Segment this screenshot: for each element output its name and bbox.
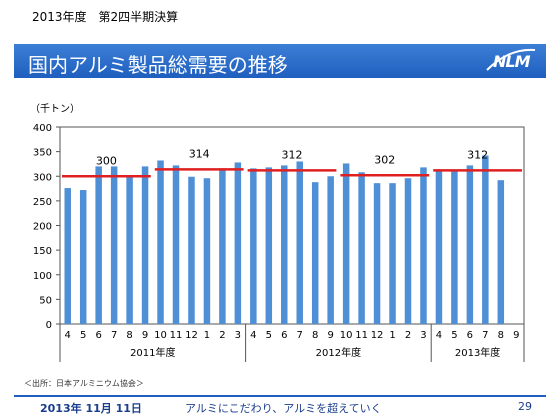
x-tick-label: 8	[312, 330, 318, 341]
x-tick-label: 12	[185, 330, 198, 341]
x-tick-label: 10	[340, 330, 353, 341]
average-label: 312	[467, 148, 488, 161]
x-tick-label: 9	[142, 330, 148, 341]
footer-divider	[14, 395, 546, 397]
x-tick-label: 7	[297, 330, 303, 341]
x-tick-label: 1	[389, 330, 395, 341]
logo-swoosh-icon	[486, 48, 536, 71]
bar	[327, 176, 334, 324]
bar	[373, 183, 381, 324]
average-label: 312	[282, 148, 303, 161]
x-tick-label: 9	[327, 330, 333, 341]
bar	[157, 160, 164, 324]
fiscal-year-label: 2011年度	[130, 346, 175, 359]
x-tick-label: 9	[513, 330, 519, 341]
y-tick-label: 50	[39, 295, 52, 306]
bar	[482, 155, 489, 324]
x-tick-label: 6	[467, 330, 473, 341]
y-tick-label: 250	[33, 197, 52, 208]
x-tick-label: 8	[498, 330, 504, 341]
y-tick-label: 350	[33, 148, 52, 159]
bar	[358, 172, 365, 324]
x-tick-label: 5	[266, 330, 272, 341]
x-tick-label: 7	[111, 330, 117, 341]
y-tick-label: 200	[33, 222, 52, 233]
report-subtitle: 2013年度 第2四半期決算	[32, 10, 179, 24]
bar	[497, 180, 505, 324]
x-tick-label: 2	[219, 330, 225, 341]
fiscal-year-label: 2013年度	[455, 346, 500, 359]
bar	[219, 168, 226, 324]
y-tick-label: 150	[33, 246, 52, 257]
bar	[126, 176, 133, 324]
x-tick-label: 11	[355, 330, 368, 341]
x-tick-label: 3	[235, 330, 241, 341]
page-number: 29	[518, 400, 532, 413]
x-tick-label: 11	[170, 330, 183, 341]
company-logo: NLM	[479, 44, 539, 78]
bar	[203, 178, 211, 324]
bar	[141, 166, 149, 324]
footer-date: 2013年 11月 11日	[40, 402, 142, 415]
bar	[420, 167, 427, 324]
fiscal-year-label: 2012年度	[316, 346, 361, 359]
y-tick-label: 0	[46, 320, 52, 331]
x-tick-label: 12	[371, 330, 384, 341]
y-tick-label: 300	[33, 172, 52, 183]
x-tick-label: 5	[451, 330, 457, 341]
x-tick-label: 6	[95, 330, 101, 341]
title-banner: 国内アルミ製品総需要の推移 NLM	[14, 44, 546, 78]
y-axis-unit: （千トン）	[30, 104, 80, 115]
x-tick-label: 3	[420, 330, 426, 341]
bar	[234, 162, 242, 324]
y-tick-label: 400	[33, 123, 52, 134]
x-tick-label: 5	[80, 330, 86, 341]
average-label: 300	[96, 154, 117, 167]
bar	[451, 170, 458, 324]
page-title: 国内アルミ製品総需要の推移	[28, 53, 288, 77]
x-tick-label: 4	[65, 330, 71, 341]
source-note: ＜出所：日本アルミニウム協会＞	[24, 379, 144, 388]
logo-text: NLM	[493, 52, 531, 71]
average-label: 314	[189, 147, 210, 160]
bar	[466, 165, 474, 324]
x-tick-label: 4	[436, 330, 442, 341]
bar	[389, 183, 396, 324]
bar	[435, 169, 443, 324]
bar	[404, 178, 412, 324]
bar	[64, 188, 71, 324]
bar	[250, 168, 257, 324]
bar	[79, 190, 87, 324]
bar	[110, 166, 118, 324]
bar	[172, 165, 180, 324]
x-tick-label: 10	[154, 330, 167, 341]
bar	[342, 163, 350, 324]
x-tick-label: 1	[204, 330, 210, 341]
bar	[296, 161, 303, 324]
x-tick-label: 4	[250, 330, 256, 341]
x-tick-label: 2	[405, 330, 411, 341]
bar	[311, 182, 319, 324]
bar	[95, 166, 102, 324]
bar	[188, 176, 195, 324]
bar	[281, 165, 288, 324]
footer-slogan: アルミにこだわり、アルミを超えていく	[185, 402, 382, 415]
y-tick-label: 100	[33, 271, 52, 282]
x-tick-label: 8	[126, 330, 132, 341]
average-label: 302	[374, 153, 395, 166]
x-tick-label: 7	[482, 330, 488, 341]
bar	[265, 167, 273, 324]
x-tick-label: 6	[281, 330, 287, 341]
